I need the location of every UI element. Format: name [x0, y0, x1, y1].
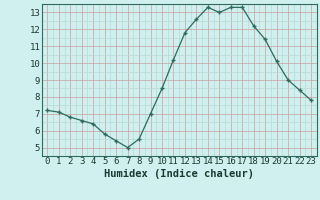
X-axis label: Humidex (Indice chaleur): Humidex (Indice chaleur)	[104, 169, 254, 179]
